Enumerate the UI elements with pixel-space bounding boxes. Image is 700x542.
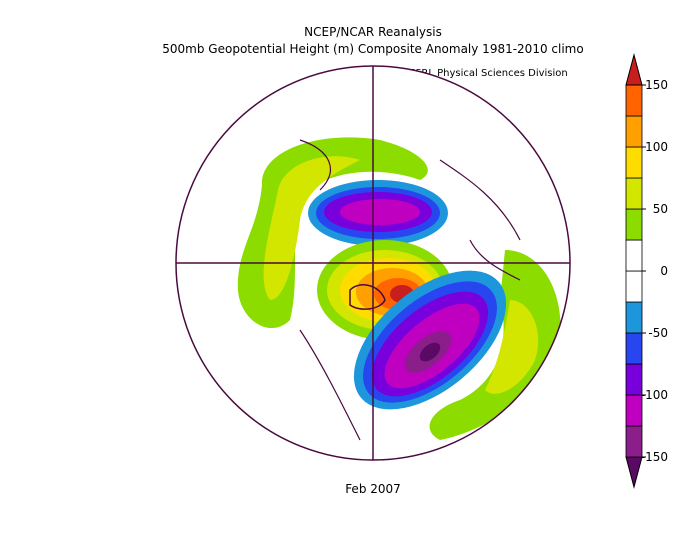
colorbar-tick-label: -100 — [641, 388, 668, 402]
colorbar-tick-label: 0 — [660, 264, 668, 278]
colorbar-segment — [625, 208, 643, 241]
colorbar-segment — [625, 394, 643, 427]
colorbar-tick-label: 150 — [645, 78, 668, 92]
colorbar-tick-label: -50 — [648, 326, 668, 340]
colorbar-segment — [625, 84, 643, 117]
colorbar-segment — [625, 425, 643, 458]
colorbar-tick-label: 50 — [653, 202, 668, 216]
anomaly-field — [237, 137, 561, 441]
colorbar-segment — [625, 115, 643, 148]
colorbar-segment — [625, 177, 643, 210]
colorbar-extend-low — [625, 456, 643, 489]
colorbar-segment — [625, 301, 643, 334]
colorbar-segment — [625, 146, 643, 179]
colorbar-segment — [625, 270, 643, 303]
colorbar-tick-label: -150 — [641, 450, 668, 464]
colorbar-segment — [625, 239, 643, 272]
colorbar-segment — [625, 332, 643, 365]
date: Feb 2007 — [345, 482, 401, 496]
colorbar-extend-high — [625, 53, 643, 86]
colorbar-segment — [625, 363, 643, 396]
title: NCEP/NCAR Reanalysis — [304, 25, 442, 39]
subtitle: 500mb Geopotential Height (m) Composite … — [162, 42, 583, 56]
map — [175, 65, 571, 461]
credit: NOAA/ESRL Physical Sciences Division — [376, 68, 568, 79]
colorbar-tick-label: 100 — [645, 140, 668, 154]
